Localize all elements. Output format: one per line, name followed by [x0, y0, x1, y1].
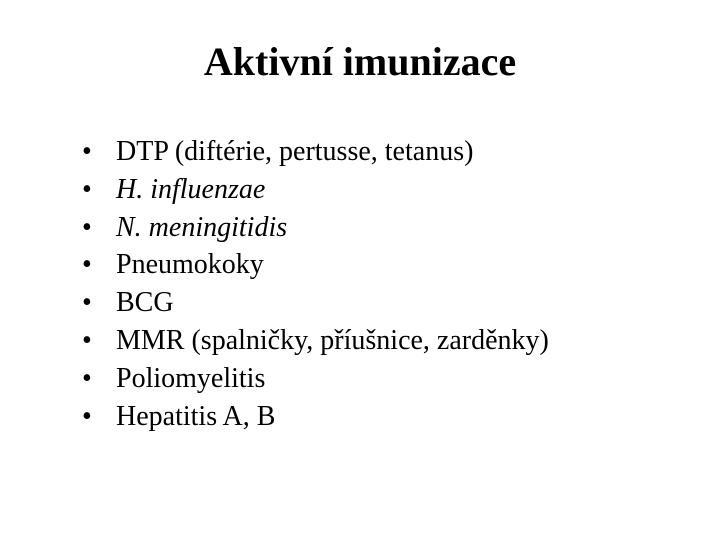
bullet-list: DTP (diftérie, pertusse, tetanus) H. inf…: [40, 133, 680, 435]
list-item: Hepatitis A, B: [82, 398, 680, 436]
list-item-text: H. influenzae: [116, 174, 265, 205]
list-item-text: Hepatitis A, B: [116, 401, 275, 432]
list-item: BCG: [82, 284, 680, 322]
list-item: Poliomyelitis: [82, 360, 680, 398]
list-item: H. influenzae: [82, 171, 680, 209]
list-item: N. meningitidis: [82, 209, 680, 247]
list-item: DTP (diftérie, pertusse, tetanus): [82, 133, 680, 171]
slide-title: Aktivní imunizace: [40, 38, 680, 85]
list-item-text: DTP (diftérie, pertusse, tetanus): [116, 136, 473, 167]
list-item: MMR (spalničky, příušnice, zarděnky): [82, 322, 680, 360]
list-item-text: MMR (spalničky, příušnice, zarděnky): [116, 325, 549, 356]
list-item-text: N. meningitidis: [116, 212, 287, 243]
list-item: Pneumokoky: [82, 246, 680, 284]
list-item-text: Poliomyelitis: [116, 363, 265, 394]
slide: Aktivní imunizace DTP (diftérie, pertuss…: [0, 0, 720, 540]
list-item-text: BCG: [116, 287, 174, 318]
list-item-text: Pneumokoky: [116, 249, 264, 280]
